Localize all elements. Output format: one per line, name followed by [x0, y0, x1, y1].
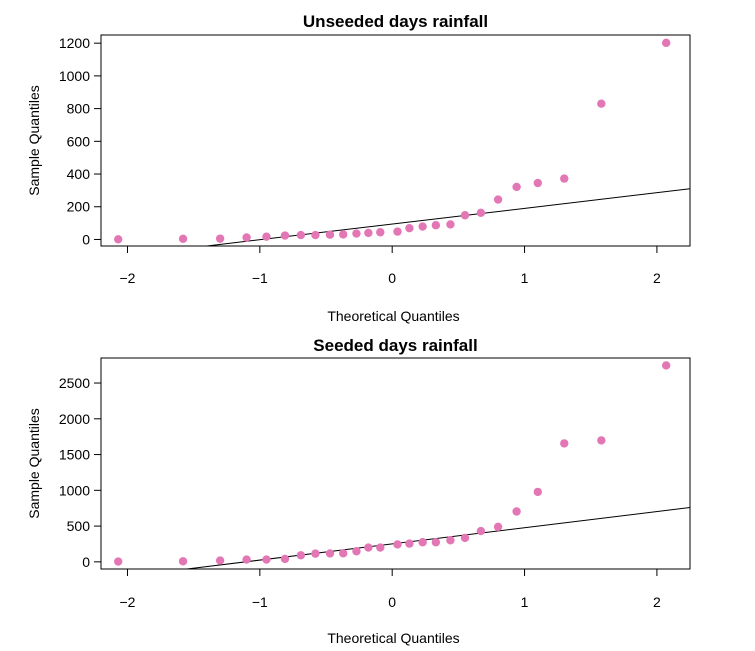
data-point — [352, 229, 361, 238]
data-point — [311, 230, 320, 240]
data-point — [493, 195, 503, 204]
x-tick-label: −1 — [252, 270, 268, 286]
y-tick-label: 2000 — [59, 411, 90, 427]
y-tick-label: 1000 — [59, 482, 90, 498]
qq-panel-1: Unseeded days rainfall −2 −1 0 1 2 0 200 400 600 8… — [26, 12, 691, 324]
data-point — [533, 178, 542, 188]
data-point — [339, 230, 348, 239]
y-tick-label: 0 — [82, 231, 90, 247]
y-tick-label: 500 — [67, 518, 91, 534]
chart-title: Seeded days rainfall — [313, 336, 477, 355]
data-point — [178, 234, 188, 244]
data-point — [597, 436, 606, 445]
x-axis-label: Theoretical Quantiles — [327, 308, 459, 324]
data-point — [376, 543, 385, 552]
data-point — [393, 227, 402, 236]
y-tick-label: 200 — [67, 199, 91, 215]
data-point — [296, 551, 306, 560]
data-point — [325, 230, 335, 239]
y-tick-label: 1200 — [59, 35, 90, 51]
data-point — [215, 234, 225, 243]
y-tick-label: 2500 — [59, 375, 90, 391]
data-point — [431, 221, 441, 230]
data-point — [597, 99, 606, 108]
y-tick-label: 400 — [67, 166, 91, 182]
data-point — [418, 538, 427, 547]
data-point — [460, 211, 470, 220]
data-point — [560, 174, 569, 183]
data-point — [476, 526, 486, 536]
data-point — [114, 235, 123, 244]
data-point — [393, 540, 402, 549]
data-point — [262, 555, 271, 564]
data-point — [493, 522, 503, 532]
data-point — [280, 231, 290, 240]
y-tick-label: 600 — [67, 133, 91, 149]
data-point — [446, 220, 455, 229]
y-tick-label: 800 — [67, 101, 91, 117]
data-point — [215, 556, 225, 565]
plot-frame — [100, 357, 691, 570]
data-point — [376, 228, 385, 237]
data-point — [242, 555, 251, 564]
data-point — [661, 361, 671, 370]
y-axis-label: Sample Quantiles — [26, 408, 42, 519]
data-point — [405, 223, 414, 233]
data-point — [364, 228, 373, 238]
x-tick-label: 1 — [521, 594, 529, 610]
data-point — [418, 222, 427, 231]
y-tick-label: 0 — [82, 554, 90, 570]
data-point — [661, 38, 671, 48]
y-tick-label: 1500 — [59, 447, 90, 463]
qq-reference-line — [186, 506, 690, 569]
x-tick-label: −2 — [119, 594, 135, 610]
data-point — [242, 233, 251, 242]
data-point — [446, 536, 455, 545]
data-point — [560, 439, 569, 448]
x-tick-label: −1 — [252, 594, 268, 610]
qq-reference-line — [206, 188, 690, 246]
qq-panel-2: Seeded days rainfall −2 −1 0 1 2 0 500 1000 1500 2… — [26, 336, 691, 646]
data-point — [178, 557, 188, 566]
y-axis-label: Sample Quantiles — [26, 85, 42, 196]
chart-title: Unseeded days rainfall — [303, 12, 488, 31]
x-tick-label: 2 — [653, 270, 661, 286]
data-point — [339, 549, 348, 558]
x-tick-label: 2 — [653, 594, 661, 610]
data-point — [262, 232, 271, 241]
data-point — [512, 182, 521, 192]
data-point — [512, 507, 521, 516]
data-point — [405, 539, 414, 548]
plot-frame — [100, 34, 691, 247]
data-point — [114, 557, 123, 566]
x-axis-label: Theoretical Quantiles — [327, 630, 459, 646]
x-tick-label: 0 — [388, 270, 396, 286]
data-point — [431, 538, 441, 547]
y-tick-label: 1000 — [59, 68, 90, 84]
data-point — [364, 543, 373, 552]
x-tick-label: 1 — [521, 270, 529, 286]
data-point — [311, 549, 320, 558]
data-point — [476, 208, 486, 217]
x-tick-label: 0 — [388, 594, 396, 610]
data-point — [325, 549, 335, 558]
x-tick-label: −2 — [119, 270, 135, 286]
data-point — [460, 533, 470, 543]
data-point — [533, 487, 542, 497]
data-point — [352, 547, 361, 556]
data-point — [296, 230, 306, 240]
data-point — [280, 554, 290, 564]
